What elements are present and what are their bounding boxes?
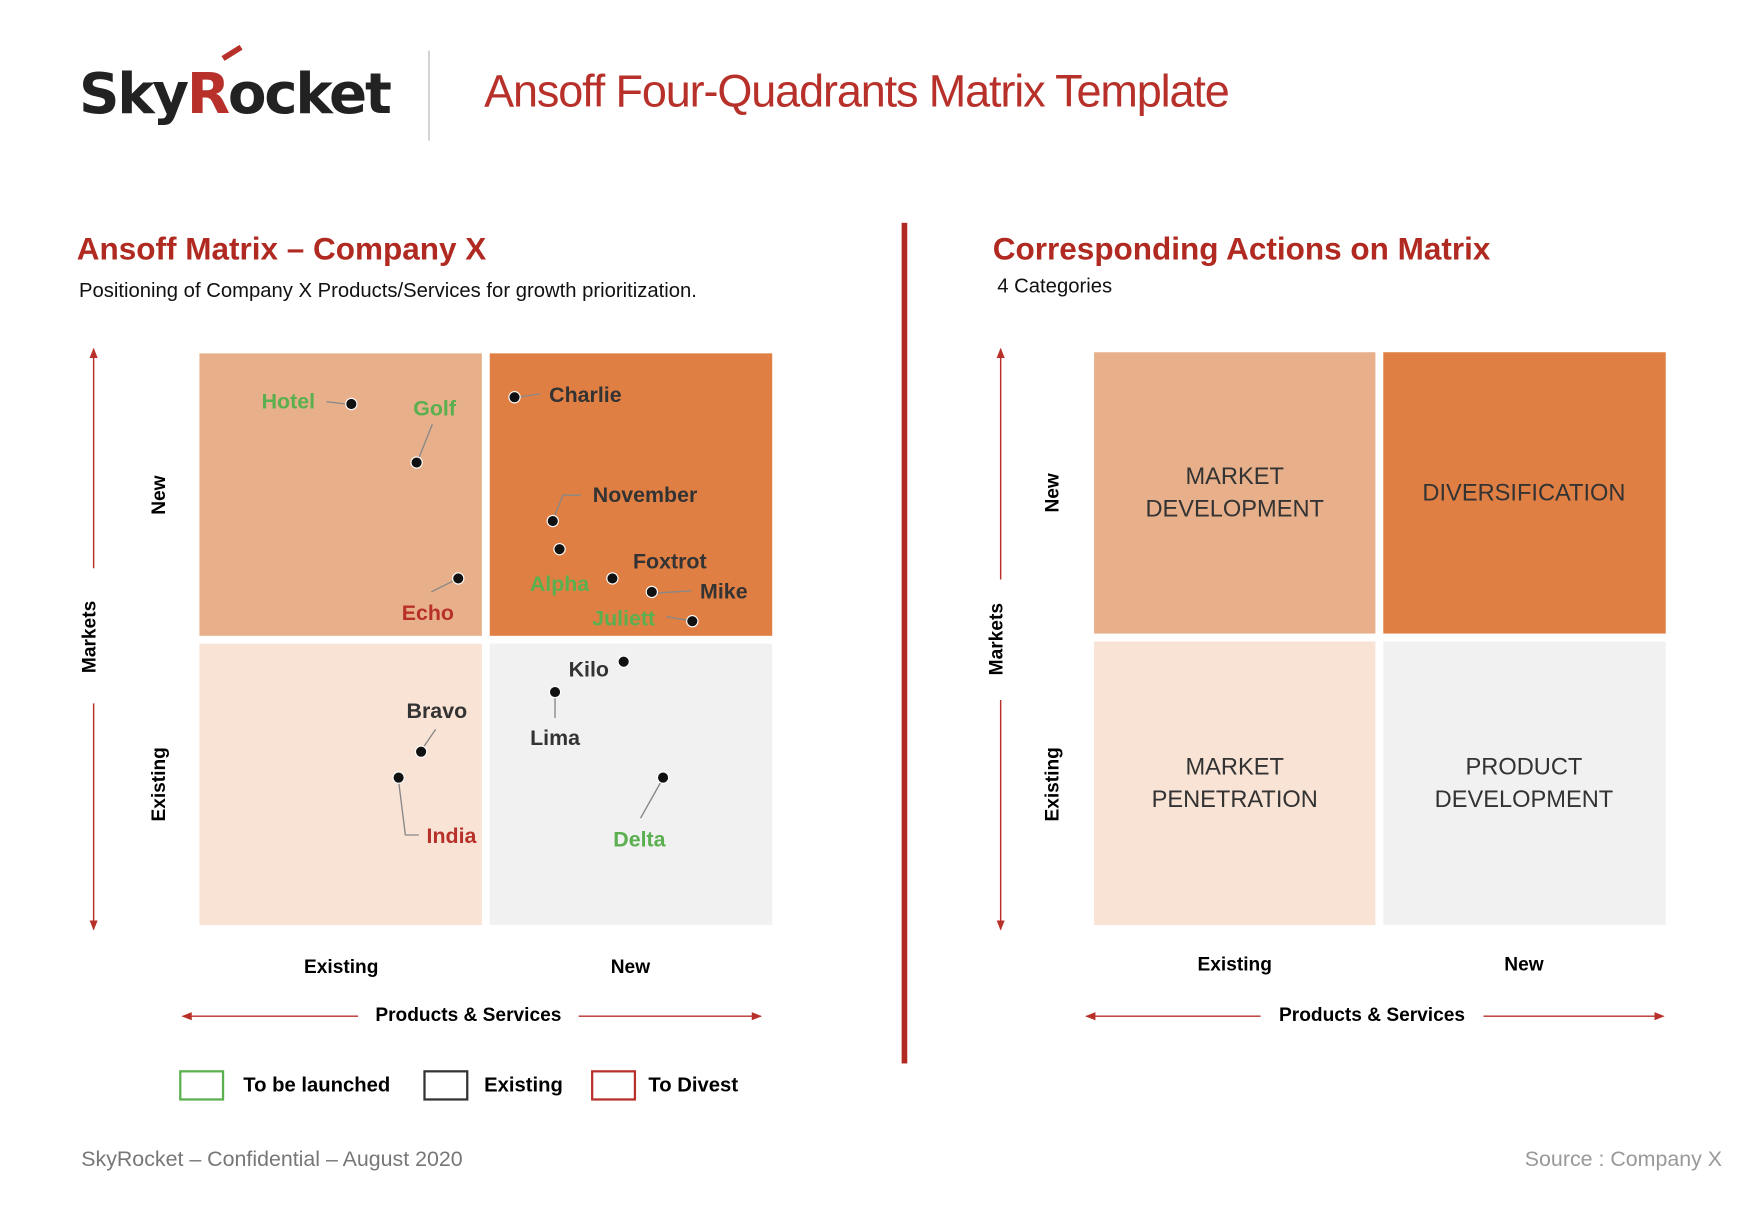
point — [548, 685, 562, 699]
quadrant — [489, 353, 773, 636]
leader-line — [517, 393, 541, 398]
leader-line — [430, 580, 455, 593]
legend-swatch — [591, 1070, 637, 1101]
x-axis-tick: Existing — [304, 957, 378, 978]
quadrant-label: PENETRATION — [1152, 787, 1318, 813]
leader-line — [397, 780, 419, 836]
logo-part: Sky — [79, 61, 188, 126]
leader-line — [656, 590, 692, 594]
point — [392, 771, 405, 784]
point — [617, 655, 630, 668]
legend-swatch — [179, 1070, 225, 1101]
point — [656, 771, 670, 784]
leader-line — [418, 424, 433, 459]
point-label: Alpha — [530, 572, 590, 596]
quadrant — [199, 643, 482, 926]
quadrant — [489, 643, 773, 926]
legend-label: To be launched — [243, 1074, 390, 1096]
leader-line — [422, 728, 437, 748]
y-axis-tick: New — [1043, 473, 1064, 512]
y-axis-tick: Existing — [1043, 747, 1064, 821]
point-label: November — [593, 483, 698, 507]
point — [553, 542, 566, 556]
point — [414, 745, 428, 758]
section-divider — [901, 222, 908, 1064]
point — [345, 397, 358, 411]
point-label: Lima — [530, 726, 581, 750]
quadrant — [1094, 352, 1376, 634]
quadrant — [199, 353, 482, 636]
point-label: Kilo — [569, 657, 609, 681]
footer-text: SkyRocket – Confidential – August 2020 — [81, 1147, 463, 1171]
section-subtitle: Positioning of Company X Products/Servic… — [79, 280, 697, 302]
quadrant-label: PRODUCT — [1466, 754, 1583, 780]
quadrant — [1383, 352, 1666, 634]
legend-swatch — [423, 1070, 469, 1101]
x-axis-tick: New — [611, 957, 650, 978]
quadrant-label: DIVERSIFICATION — [1422, 480, 1625, 506]
point — [452, 572, 465, 585]
point — [606, 572, 619, 585]
y-axis-tick: New — [149, 475, 170, 514]
x-axis-label: Products & Services — [1279, 1005, 1465, 1026]
page-title: Ansoff Four-Quadrants Matrix Template — [484, 65, 1229, 116]
y-axis-label: Markets — [986, 603, 1007, 675]
x-axis-tick: New — [1504, 955, 1543, 976]
quadrant — [1094, 641, 1376, 926]
section-subtitle: 4 Categories — [997, 275, 1112, 297]
footer-source: Source : Company X — [1525, 1147, 1722, 1171]
logo-part: ocket — [228, 61, 391, 126]
quadrant-label: MARKET — [1186, 754, 1284, 780]
x-axis-tick: Existing — [1198, 955, 1272, 976]
quadrant-label: DEVELOPMENT — [1435, 787, 1614, 813]
point-label: Mike — [700, 580, 748, 604]
point-label: Foxtrot — [633, 549, 707, 573]
point-label: Charlie — [549, 383, 622, 407]
logo-part: R — [187, 61, 230, 126]
section-title: Ansoff Matrix – Company X — [77, 230, 487, 266]
y-axis-tick: Existing — [149, 747, 170, 821]
leader-line — [666, 616, 687, 621]
quadrant-label: DEVELOPMENT — [1145, 497, 1324, 523]
quadrant-label: MARKET — [1186, 464, 1284, 490]
point — [645, 585, 658, 599]
point — [546, 514, 559, 528]
leader-line — [639, 781, 662, 819]
point — [508, 391, 521, 404]
quadrant — [1383, 641, 1666, 926]
point-label: Juliett — [592, 607, 655, 631]
point-label: Delta — [613, 827, 666, 851]
leader-line — [553, 494, 581, 518]
y-axis-label: Markets — [79, 601, 100, 673]
point-label: India — [427, 824, 478, 848]
legend-label: To Divest — [648, 1074, 738, 1096]
point-label: Hotel — [262, 390, 315, 414]
legend-label: Existing — [484, 1074, 563, 1096]
point — [686, 615, 699, 628]
point-label: Golf — [413, 396, 457, 420]
section-title: Corresponding Actions on Matrix — [993, 230, 1491, 266]
leader-line — [326, 401, 347, 405]
x-axis-label: Products & Services — [375, 1005, 561, 1026]
point-label: Bravo — [407, 699, 468, 723]
logo: SkyRocket — [79, 61, 391, 126]
point — [410, 456, 423, 469]
point-label: Echo — [402, 601, 454, 625]
logo-mark — [221, 44, 243, 61]
